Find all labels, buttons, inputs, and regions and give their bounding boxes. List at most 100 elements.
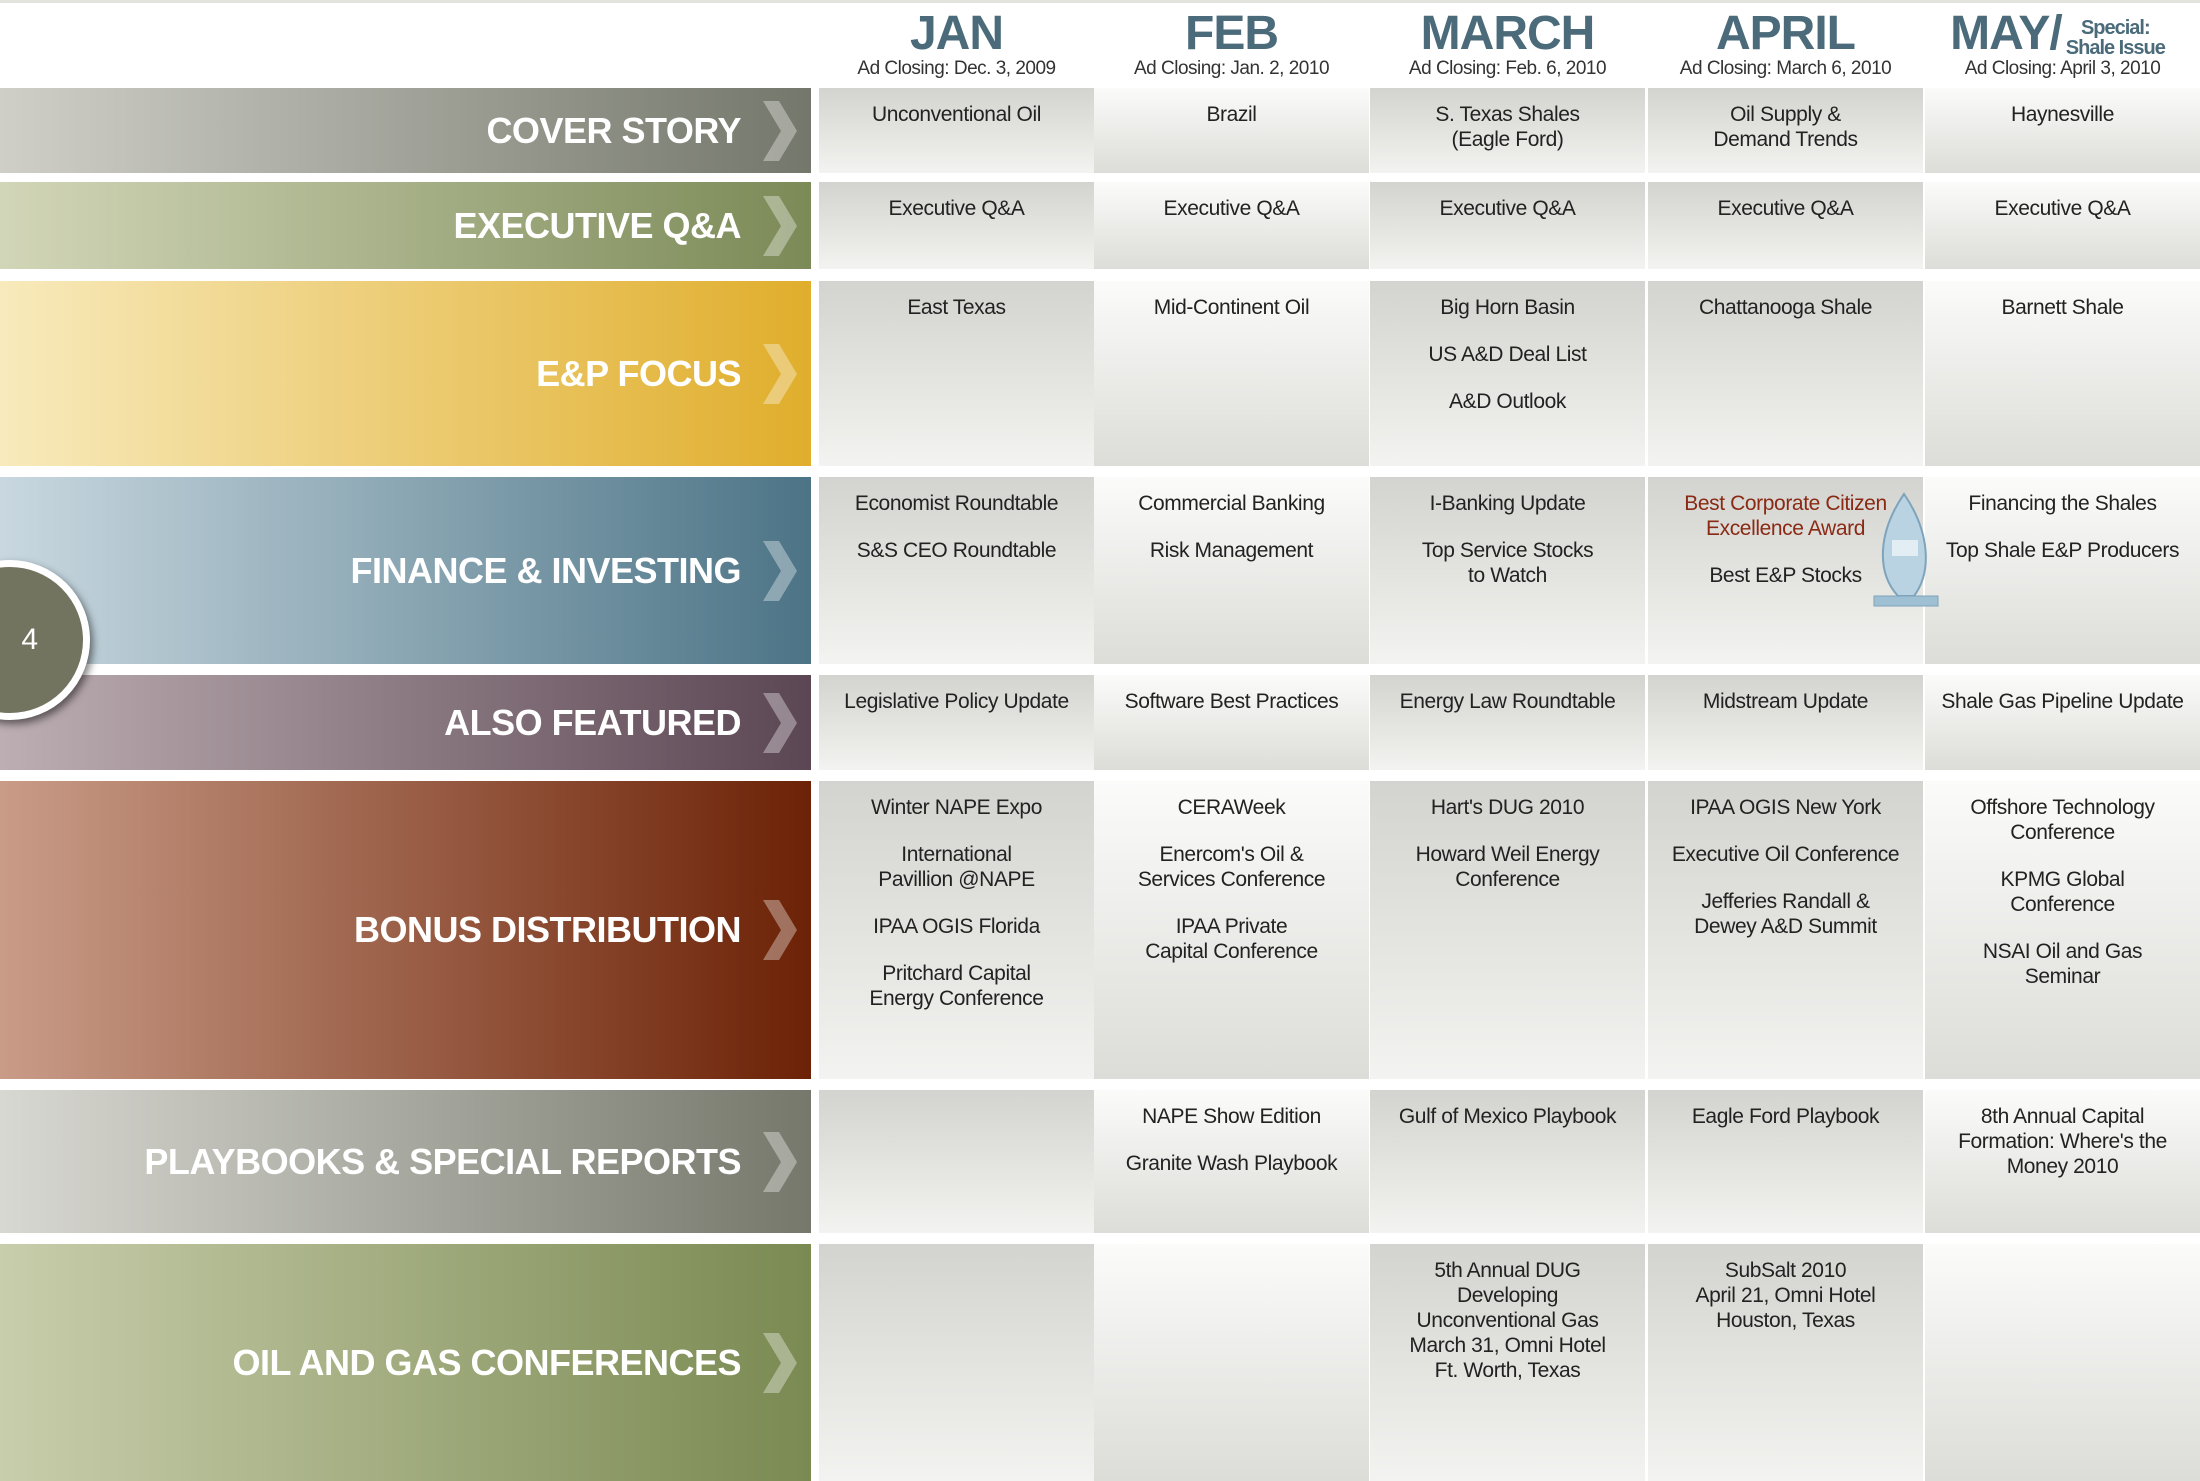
- cell-item: NSAI Oil and Gas Seminar: [1982, 940, 2143, 988]
- cell-item: S. Texas Shales (Eagle Ford): [1435, 103, 1580, 151]
- row-label-text: FINANCE & INVESTING: [350, 549, 741, 591]
- cell-item: Energy Law Roundtable: [1399, 690, 1616, 713]
- cell-item: Financing the Shales: [1968, 492, 2157, 515]
- cell-item: Big Horn Basin: [1440, 296, 1575, 319]
- month: MAY/: [1950, 7, 2063, 60]
- cell-item: Shale Gas Pipeline Update: [1941, 690, 2184, 713]
- cell-item: Top Shale E&P Producers: [1945, 539, 2180, 562]
- ad-closing: Ad Closing: Jan. 2, 2010: [1133, 58, 1330, 79]
- cell-item: Software Best Practices: [1124, 690, 1339, 713]
- cell-item: East Texas: [907, 296, 1006, 319]
- cell: 5th Annual DUG Developing Unconventional…: [1370, 1244, 1645, 1481]
- chevron: [763, 1332, 797, 1393]
- cell: Midstream Update: [1648, 675, 1923, 770]
- cell-item: CERAWeek: [1177, 796, 1286, 819]
- row-label-text: PLAYBOOKS & SPECIAL REPORTS: [144, 1140, 741, 1182]
- chevron: [763, 100, 797, 161]
- cell: Executive Q&A: [1094, 182, 1369, 269]
- cell: Legislative Policy Update: [819, 675, 1094, 770]
- cell-item: Best E&P Stocks: [1709, 564, 1862, 587]
- cell: [1925, 1244, 2200, 1481]
- cell-item: Mid-Continent Oil: [1153, 296, 1310, 319]
- month-header: APRIL: [1648, 8, 1923, 60]
- cell: Best Corporate Citizen Excellence Award B…: [1648, 477, 1923, 664]
- chevron: [763, 692, 797, 753]
- chevron: [763, 900, 797, 960]
- top-rule: [0, 0, 2200, 3]
- cell-item: Unconventional Oil: [871, 103, 1042, 126]
- row-label-text: E&P FOCUS: [536, 352, 741, 394]
- cell: Software Best Practices: [1094, 675, 1369, 770]
- ad-closing: Ad Closing: Dec. 3, 2009: [857, 58, 1056, 79]
- row-label-text: COVER STORY: [486, 109, 741, 151]
- cell-item: Pritchard Capital Energy Conference: [869, 962, 1044, 1010]
- cell: IPAA OGIS New York Executive Oil Conferen…: [1648, 781, 1923, 1079]
- cell-item: 5th Annual DUG Developing Unconventional…: [1409, 1259, 1606, 1382]
- cell-item: Oil Supply & Demand Trends: [1713, 103, 1858, 151]
- cell-item: Top Service Stocks to Watch: [1421, 539, 1594, 587]
- special-issue: Special: Shale Issue: [2065, 17, 2166, 59]
- cell: Eagle Ford Playbook: [1648, 1090, 1923, 1233]
- cell-item: Risk Management: [1149, 539, 1314, 562]
- month: FEB: [1185, 7, 1279, 60]
- cell-item: IPAA OGIS New York: [1690, 796, 1881, 819]
- cell: Barnett Shale: [1925, 281, 2200, 466]
- cell-item: Howard Weil Energy Conference: [1415, 843, 1600, 891]
- cell-item: Executive Q&A: [1439, 197, 1576, 220]
- cell-item: Jefferies Randall & Dewey A&D Summit: [1694, 890, 1877, 938]
- cell-item: Gulf of Mexico Playbook: [1398, 1105, 1617, 1128]
- cell-item: Enercom's Oil & Services Conference: [1137, 843, 1326, 891]
- cell-item: Executive Q&A: [888, 197, 1025, 220]
- row-label-text: EXECUTIVE Q&A: [453, 204, 741, 246]
- row-label-text: OIL AND GAS CONFERENCES: [232, 1341, 741, 1383]
- cell: Oil Supply & Demand Trends: [1648, 88, 1923, 173]
- cell: [819, 1090, 1094, 1233]
- cell-item: Granite Wash Playbook: [1125, 1152, 1338, 1175]
- cell-item: I-Banking Update: [1429, 492, 1586, 515]
- cell-item: SubSalt 2010 April 21, Omni Hotel Housto…: [1695, 1259, 1876, 1332]
- cell: Brazil: [1094, 88, 1369, 173]
- row-label: BONUS DISTRIBUTION: [0, 781, 811, 1079]
- cell: [819, 1244, 1094, 1481]
- cell-item: Legislative Policy Update: [844, 690, 1069, 713]
- month: JAN: [909, 7, 1004, 60]
- cell: Unconventional Oil: [819, 88, 1094, 173]
- cell-item: Executive Oil Conference: [1671, 843, 1900, 866]
- chevron: [763, 343, 797, 404]
- cell-item: IPAA Private Capital Conference: [1145, 915, 1318, 963]
- cell: NAPE Show Edition Granite Wash Playbook: [1094, 1090, 1369, 1233]
- cell: Shale Gas Pipeline Update: [1925, 675, 2200, 770]
- row-label: PLAYBOOKS & SPECIAL REPORTS: [0, 1090, 811, 1233]
- cell: Winter NAPE Expo International Pavillion …: [819, 781, 1094, 1079]
- cell-item: Executive Q&A: [1994, 197, 2131, 220]
- cell-item: Midstream Update: [1702, 690, 1869, 713]
- month-header: JAN: [819, 8, 1094, 60]
- ad-closing: Ad Closing: March 6, 2010: [1679, 58, 1892, 79]
- chevron: [763, 195, 797, 256]
- cell: Executive Q&A: [1648, 182, 1923, 269]
- cell: Commercial Banking Risk Management: [1094, 477, 1369, 664]
- cell: Chattanooga Shale: [1648, 281, 1923, 466]
- cell-item: Brazil: [1206, 103, 1257, 126]
- chevron: [763, 540, 797, 601]
- cell-item: Economist Roundtable: [854, 492, 1059, 515]
- row-label: OIL AND GAS CONFERENCES: [0, 1244, 811, 1481]
- cell-item: Commercial Banking: [1138, 492, 1325, 515]
- row-label: COVER STORY: [0, 88, 811, 173]
- row-label-text: ALSO FEATURED: [444, 701, 741, 743]
- cell: 8th Annual Capital Formation: Where's th…: [1925, 1090, 2200, 1233]
- cell: I-Banking Update Top Service Stocks to Wa…: [1370, 477, 1645, 664]
- cell-item: Barnett Shale: [2001, 296, 2124, 319]
- cell-item: Hart's DUG 2010: [1430, 796, 1585, 819]
- cell: Energy Law Roundtable: [1370, 675, 1645, 770]
- cell-item: NAPE Show Edition: [1142, 1105, 1321, 1128]
- cell-item: US A&D Deal List: [1428, 343, 1587, 366]
- cell-item: Eagle Ford Playbook: [1691, 1105, 1880, 1128]
- cell: Offshore Technology Conference KPMG Globa…: [1925, 781, 2200, 1079]
- row-label-text: BONUS DISTRIBUTION: [354, 909, 742, 950]
- chevron: [763, 1131, 797, 1192]
- cell: Economist Roundtable S&S CEO Roundtable: [819, 477, 1094, 664]
- row-label: E&P FOCUS: [0, 281, 811, 466]
- row-label: ALSO FEATURED: [0, 675, 811, 770]
